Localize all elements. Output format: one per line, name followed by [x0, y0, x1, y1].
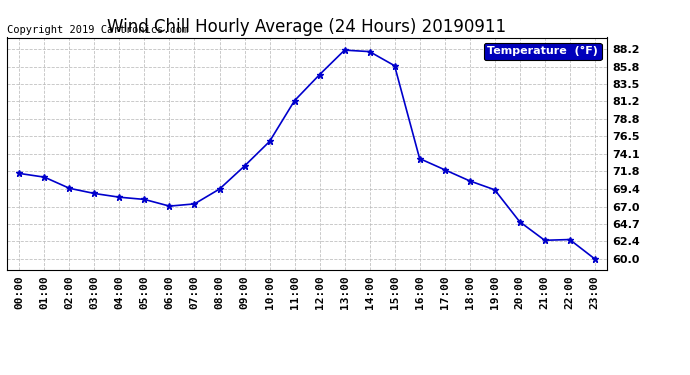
- Title: Wind Chill Hourly Average (24 Hours) 20190911: Wind Chill Hourly Average (24 Hours) 201…: [108, 18, 506, 36]
- Text: Copyright 2019 Cartronics.com: Copyright 2019 Cartronics.com: [7, 25, 188, 35]
- Legend: Temperature  (°F): Temperature (°F): [484, 43, 602, 60]
